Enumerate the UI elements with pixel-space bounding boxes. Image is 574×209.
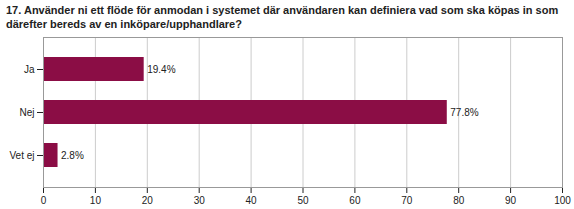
svg-text:2.8%: 2.8% (61, 150, 84, 161)
svg-text:Ja: Ja (24, 64, 35, 75)
svg-text:50: 50 (297, 195, 309, 206)
svg-text:30: 30 (194, 195, 206, 206)
svg-text:Vet ej: Vet ej (9, 150, 34, 161)
svg-text:100: 100 (554, 195, 571, 206)
svg-text:80: 80 (453, 195, 465, 206)
svg-text:Nej: Nej (19, 107, 34, 118)
svg-text:77.8%: 77.8% (450, 107, 478, 118)
html-text:17. Använder ni ett flöde för: 17. Använder ni ett flöde för anmodan i … (6, 4, 559, 30)
svg-text:20: 20 (142, 195, 154, 206)
svg-text:19.4%: 19.4% (147, 64, 175, 75)
svg-text:10: 10 (90, 195, 102, 206)
svg-text:0: 0 (41, 195, 47, 206)
svg-text:40: 40 (246, 195, 258, 206)
svg-text:60: 60 (349, 195, 361, 206)
svg-text:90: 90 (505, 195, 517, 206)
svg-text:70: 70 (401, 195, 413, 206)
